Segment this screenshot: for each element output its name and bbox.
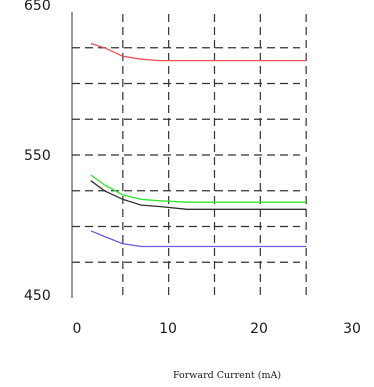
series-line-2 bbox=[90, 174, 307, 203]
y-tick-label: 650 bbox=[24, 0, 51, 14]
y-tick-label: 450 bbox=[24, 288, 51, 304]
series-line-1 bbox=[90, 42, 307, 62]
series-line-4 bbox=[90, 230, 307, 248]
x-tick-label: 10 bbox=[159, 321, 177, 337]
x-tick-labels: 0 10 20 30 bbox=[73, 321, 361, 337]
series-group bbox=[90, 42, 307, 248]
grid bbox=[72, 14, 307, 296]
x-tick-label: 30 bbox=[343, 321, 361, 337]
series-line-3 bbox=[90, 180, 307, 210]
x-axis-title: Forward Current (mA) bbox=[173, 370, 281, 381]
x-tick-label: 0 bbox=[73, 321, 82, 337]
y-tick-label: 550 bbox=[24, 148, 51, 164]
x-tick-label: 20 bbox=[250, 321, 268, 337]
y-tick-labels: 650 550 450 bbox=[24, 0, 51, 304]
